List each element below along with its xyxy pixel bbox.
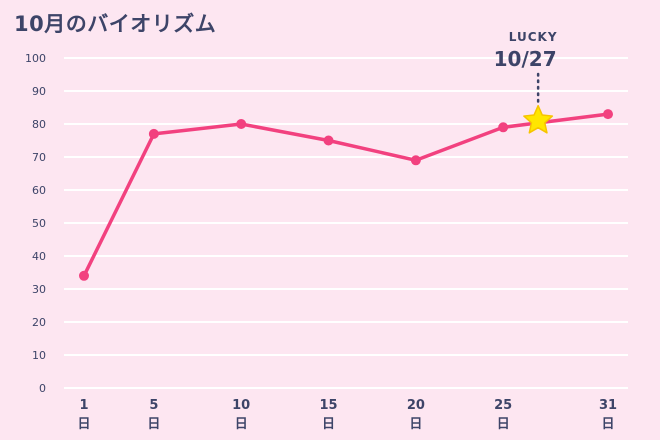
y-tick-label: 70 [32, 151, 46, 164]
x-tick-label: 31 [599, 398, 617, 413]
y-tick-label: 50 [32, 217, 46, 230]
y-tick-label: 40 [32, 250, 46, 263]
y-tick-label: 100 [25, 52, 46, 65]
data-point [498, 122, 509, 133]
x-tick-label: 15 [319, 398, 337, 413]
chart-title: 10月のバイオリズム [14, 12, 217, 36]
y-axis-ticks: 0 10 20 30 40 50 60 70 80 90 100 [25, 52, 46, 395]
data-point [410, 155, 421, 166]
y-tick-label: 20 [32, 316, 46, 329]
star-icon [523, 104, 554, 134]
x-tick-unit: 日 [147, 417, 160, 432]
y-tick-label: 0 [39, 382, 46, 395]
x-tick-label: 10 [232, 398, 250, 413]
y-tick-label: 80 [32, 118, 46, 131]
data-point [603, 109, 613, 120]
x-tick-label: 20 [407, 398, 425, 413]
x-tick-unit: 日 [77, 417, 90, 432]
data-point [79, 270, 89, 281]
x-tick-unit: 日 [601, 417, 614, 432]
x-tick-unit: 日 [409, 417, 422, 432]
lucky-annotation: LUCKY 10/27 [494, 30, 558, 134]
y-tick-label: 30 [32, 283, 46, 296]
data-point [148, 128, 159, 139]
lucky-date: 10/27 [494, 47, 557, 71]
lucky-label: LUCKY [509, 30, 558, 44]
y-tick-label: 90 [32, 85, 46, 98]
x-tick-unit: 日 [235, 417, 248, 432]
y-tick-label: 10 [32, 349, 46, 362]
x-tick-unit: 日 [497, 417, 510, 432]
series-line-group [79, 109, 613, 281]
x-tick-unit: 日 [322, 417, 335, 432]
series-line [82, 112, 610, 278]
x-tick-label: 5 [149, 398, 158, 413]
x-tick-label: 1 [79, 398, 88, 413]
data-point [323, 135, 334, 146]
y-tick-label: 60 [32, 184, 46, 197]
data-point [236, 119, 247, 129]
x-tick-label: 25 [494, 398, 512, 413]
x-axis-ticks: 1 日 5 日 10 日 15 日 20 日 25 日 31 日 [77, 398, 617, 432]
grid-lines [64, 57, 628, 389]
